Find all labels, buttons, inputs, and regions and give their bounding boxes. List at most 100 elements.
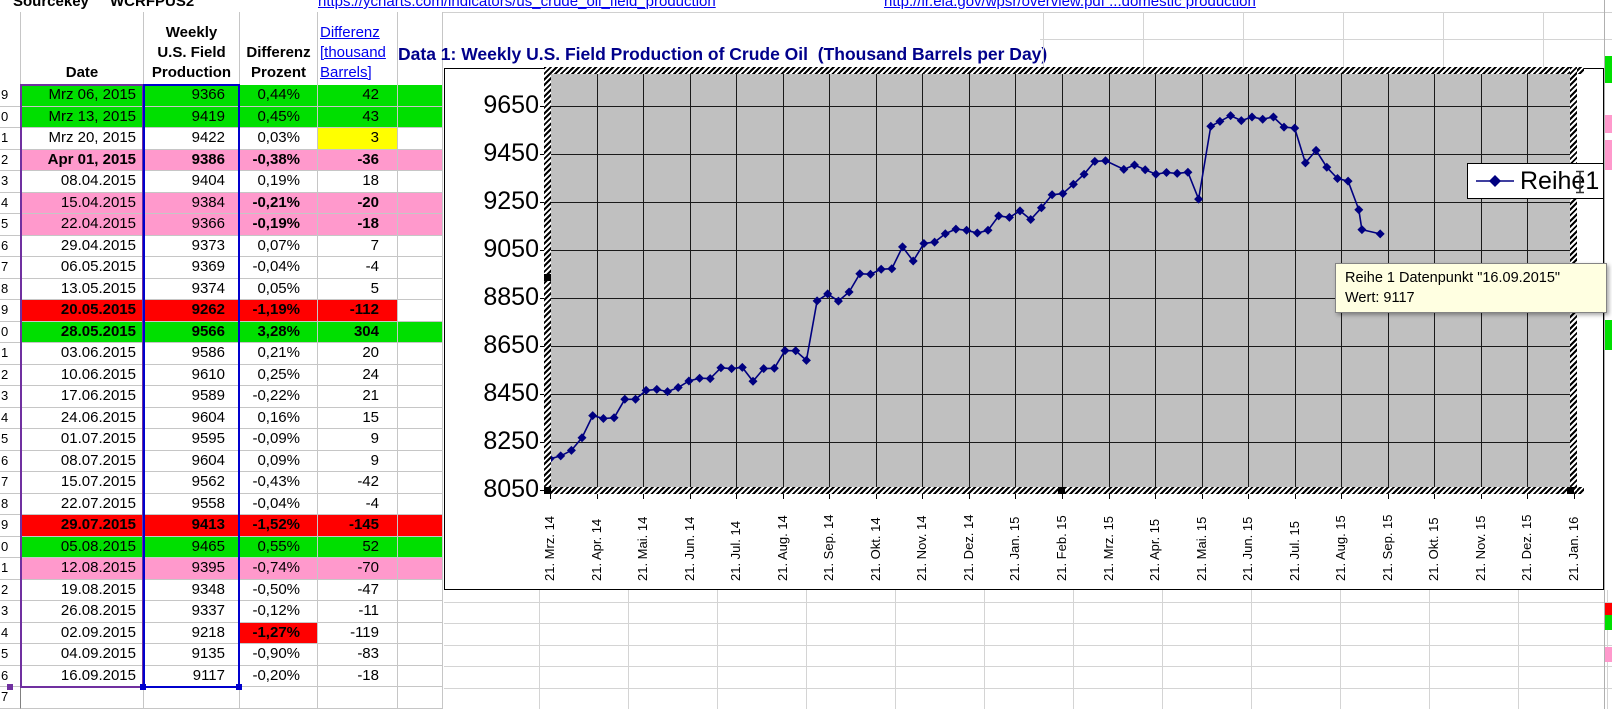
cell-date[interactable]: 15.04.2015 <box>21 192 144 214</box>
cell-date[interactable]: 12.08.2015 <box>21 558 144 580</box>
cell-date[interactable]: 15.07.2015 <box>21 472 144 494</box>
cell-extra[interactable] <box>398 214 443 236</box>
cell-differenz-barrels[interactable]: -4 <box>318 493 398 515</box>
cell-date[interactable]: 16.09.2015 <box>21 665 144 687</box>
col-header-differenz-prozent[interactable]: Differenz Prozent <box>240 12 318 85</box>
row-number[interactable]: 2 <box>0 364 21 386</box>
row-number[interactable]: 3 <box>0 601 21 623</box>
cell-extra[interactable] <box>398 235 443 257</box>
cell-production[interactable]: 9369 <box>144 257 240 279</box>
cell-date[interactable]: 22.07.2015 <box>21 493 144 515</box>
cell-differenz-prozent[interactable]: -1,52% <box>240 515 318 537</box>
right-column-cell[interactable] <box>1605 615 1612 630</box>
range-handle-blue[interactable] <box>140 684 146 690</box>
row-number[interactable]: 3 <box>0 386 21 408</box>
cell-differenz-barrels[interactable]: -11 <box>318 601 398 623</box>
cell-production[interactable]: 9589 <box>144 386 240 408</box>
plot-resize-handle[interactable] <box>1058 487 1065 494</box>
row-number[interactable]: 0 <box>0 536 21 558</box>
cell-production[interactable]: 9366 <box>144 214 240 236</box>
cell-extra[interactable] <box>398 515 443 537</box>
cell-date[interactable]: Mrz 06, 2015 <box>21 85 144 107</box>
plot-resize-handle[interactable] <box>1567 487 1574 494</box>
cell-date[interactable]: 24.06.2015 <box>21 407 144 429</box>
right-column-cell[interactable] <box>1605 56 1612 83</box>
cell-extra[interactable] <box>398 364 443 386</box>
cell-empty[interactable] <box>398 687 443 709</box>
cell-date[interactable]: 29.04.2015 <box>21 235 144 257</box>
cell-extra[interactable] <box>398 106 443 128</box>
cell-differenz-prozent[interactable]: 0,55% <box>240 536 318 558</box>
cell-date[interactable]: 06.05.2015 <box>21 257 144 279</box>
cell-differenz-barrels[interactable]: -145 <box>318 515 398 537</box>
row-number[interactable]: 9 <box>0 515 21 537</box>
cell-differenz-prozent[interactable]: -1,27% <box>240 622 318 644</box>
cell-differenz-prozent[interactable]: 0,21% <box>240 343 318 365</box>
cell-date[interactable]: 28.05.2015 <box>21 321 144 343</box>
cell-production[interactable]: 9413 <box>144 515 240 537</box>
row-number[interactable]: 2 <box>0 149 21 171</box>
cell-differenz-prozent[interactable]: -0,22% <box>240 386 318 408</box>
cell-differenz-barrels[interactable]: -4 <box>318 257 398 279</box>
cell-date[interactable]: 26.08.2015 <box>21 601 144 623</box>
row-number[interactable]: 7 <box>0 472 21 494</box>
cell-empty[interactable] <box>144 687 240 709</box>
embedded-chart[interactable]: 9650 9450 9250 9050 8850 8650 8450 8250 8050 21. … <box>444 67 1607 590</box>
cell-differenz-prozent[interactable]: 0,44% <box>240 85 318 107</box>
cell-date[interactable]: 13.05.2015 <box>21 278 144 300</box>
cell-date[interactable]: 05.08.2015 <box>21 536 144 558</box>
right-column-cell[interactable] <box>1605 603 1612 615</box>
cell-differenz-barrels[interactable]: -119 <box>318 622 398 644</box>
cell-differenz-prozent[interactable]: 0,19% <box>240 171 318 193</box>
row-number[interactable]: 5 <box>0 214 21 236</box>
row-number[interactable]: 2 <box>0 579 21 601</box>
cell-differenz-barrels[interactable]: 7 <box>318 235 398 257</box>
cell-extra[interactable] <box>398 257 443 279</box>
row-number[interactable]: 9 <box>0 300 21 322</box>
cell-empty[interactable] <box>21 687 144 709</box>
cell-production[interactable]: 9374 <box>144 278 240 300</box>
col-header-differenz-barrels[interactable]: Differenz [thousand Barrels] <box>318 12 398 85</box>
cell-differenz-prozent[interactable]: -0,90% <box>240 644 318 666</box>
cell-date[interactable]: 08.04.2015 <box>21 171 144 193</box>
cell-extra[interactable] <box>398 278 443 300</box>
sourcekey-label[interactable]: Sourcekey <box>13 0 89 10</box>
range-handle-purple[interactable] <box>7 684 13 690</box>
cell-differenz-prozent[interactable]: -0,21% <box>240 192 318 214</box>
cell-differenz-prozent[interactable]: 0,07% <box>240 235 318 257</box>
row-number[interactable]: 3 <box>0 171 21 193</box>
row-number[interactable]: 1 <box>0 343 21 365</box>
cell-differenz-barrels[interactable]: 9 <box>318 450 398 472</box>
cell-differenz-prozent[interactable]: -0,04% <box>240 257 318 279</box>
cell-production[interactable]: 9386 <box>144 149 240 171</box>
cell-date[interactable]: Mrz 13, 2015 <box>21 106 144 128</box>
cell-date[interactable]: 29.07.2015 <box>21 515 144 537</box>
row-number[interactable]: 5 <box>0 644 21 666</box>
cell-extra[interactable] <box>398 300 443 322</box>
cell-differenz-prozent[interactable]: -1,19% <box>240 300 318 322</box>
cell-empty[interactable]: 7 <box>0 687 21 709</box>
cell-extra[interactable] <box>398 450 443 472</box>
row-number[interactable]: 4 <box>0 192 21 214</box>
cell-date[interactable]: 08.07.2015 <box>21 450 144 472</box>
cell-differenz-barrels[interactable]: -47 <box>318 579 398 601</box>
eia-link[interactable]: http://ir.eia.gov/wpsr/overview.pdf ...d… <box>884 0 1256 10</box>
cell-date[interactable]: Mrz 20, 2015 <box>21 128 144 150</box>
cell-production[interactable]: 9135 <box>144 644 240 666</box>
cell-extra[interactable] <box>398 601 443 623</box>
row-number[interactable]: 8 <box>0 493 21 515</box>
col-header-empty[interactable] <box>0 12 21 85</box>
range-handle-blue[interactable] <box>236 684 242 690</box>
cell-date[interactable]: 03.06.2015 <box>21 343 144 365</box>
cell-production[interactable]: 9384 <box>144 192 240 214</box>
cell-differenz-barrels[interactable]: 304 <box>318 321 398 343</box>
col-header-production[interactable]: Weekly U.S. Field Production <box>144 12 240 85</box>
cell-differenz-prozent[interactable]: -0,74% <box>240 558 318 580</box>
right-column-cell[interactable] <box>1605 647 1612 662</box>
cell-differenz-prozent[interactable]: -0,20% <box>240 665 318 687</box>
cell-extra[interactable] <box>398 407 443 429</box>
right-column-cell[interactable] <box>1605 140 1612 170</box>
row-number[interactable]: 5 <box>0 429 21 451</box>
cell-differenz-barrels[interactable]: -18 <box>318 665 398 687</box>
cell-production[interactable]: 9558 <box>144 493 240 515</box>
